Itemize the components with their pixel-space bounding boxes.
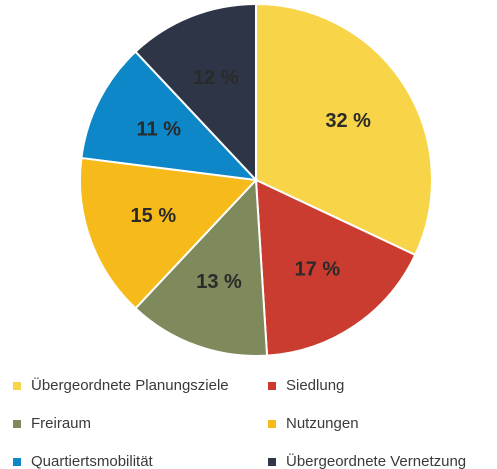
legend-swatch	[13, 420, 21, 428]
legend-swatch	[268, 420, 276, 428]
slice-label: 11 %	[137, 119, 182, 141]
slice-label: 13 %	[196, 271, 242, 293]
legend-swatch	[13, 458, 21, 466]
legend-label: Nutzungen	[286, 415, 359, 432]
pie-slice	[254, 178, 417, 357]
slice-label: 17 %	[295, 259, 341, 281]
pie-slice	[255, 2, 433, 257]
pie-slice	[134, 2, 257, 183]
slice-label: 12 %	[193, 67, 239, 89]
legend-label: Quartiertsmobilität	[31, 453, 154, 469]
slice-label: 15 %	[131, 205, 177, 227]
legend-label: Siedlung	[286, 377, 344, 394]
pie-slice	[79, 156, 259, 310]
legend-label: Übergeordnete Vernetzung	[286, 452, 466, 469]
legend-swatch	[13, 382, 21, 390]
pie-slice	[134, 177, 269, 357]
legend-label: Freiraum	[31, 415, 91, 432]
legend-swatch	[268, 382, 276, 390]
pie-slice	[80, 50, 259, 182]
legend-swatch	[268, 458, 276, 466]
slice-label: 32 %	[325, 110, 371, 132]
legend-label: Übergeordnete Planungsziele	[31, 376, 229, 394]
